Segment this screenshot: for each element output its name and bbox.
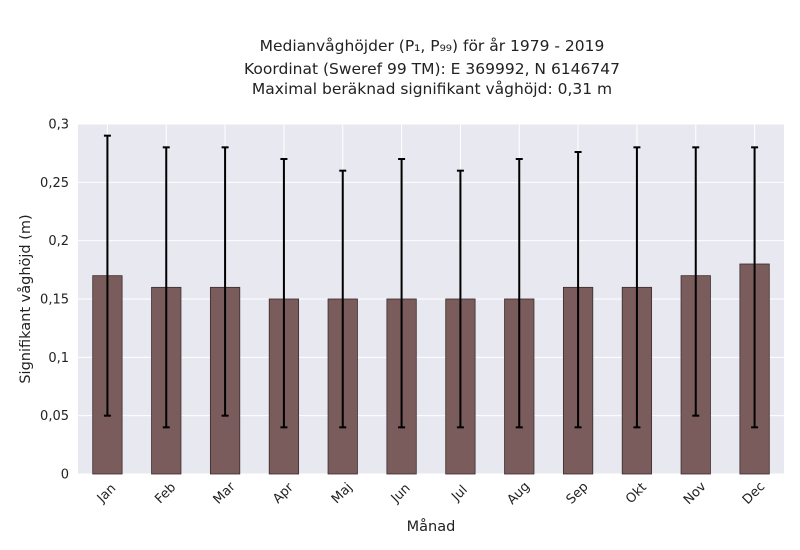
error-bar-okt	[633, 146, 641, 429]
chart-title-line-1: Medianvåghöjder (P₁, P₉₉) för år 1979 - …	[260, 37, 605, 55]
y-tick-label: 0,3	[48, 118, 69, 133]
x-tick-label: Jan	[94, 481, 119, 506]
error-bar-sep	[574, 151, 582, 429]
error-bar-jul	[456, 169, 464, 429]
error-bar-nov	[692, 146, 700, 417]
y-tick-label: 0,25	[40, 176, 69, 191]
x-axis-label: Månad	[407, 518, 456, 535]
y-tick-label: 0,05	[40, 409, 69, 424]
error-bar-dec	[751, 146, 759, 429]
x-tick-label: Feb	[152, 480, 179, 507]
error-bar-maj	[339, 169, 347, 429]
error-bars	[103, 134, 759, 429]
chart-title-line-2: Koordinat (Sweref 99 TM): E 369992, N 61…	[244, 60, 620, 78]
y-tick-label: 0	[61, 468, 69, 483]
y-tick-label: 0,1	[48, 351, 69, 366]
x-tick-label: Jul	[448, 483, 470, 505]
y-axis-ticks: 0 0,05 0,1 0,15 0,2 0,25 0,3	[40, 118, 69, 483]
x-tick-label: Okt	[623, 480, 650, 507]
error-bar-aug	[515, 158, 523, 429]
error-bar-mar	[221, 146, 229, 417]
x-tick-label: Maj	[329, 480, 356, 507]
y-tick-label: 0,15	[40, 293, 69, 308]
x-tick-label: Jun	[388, 481, 414, 507]
x-tick-label: Aug	[504, 479, 533, 508]
x-tick-label: Mar	[211, 479, 239, 507]
error-bar-feb	[162, 146, 170, 429]
chart-title-line-3: Maximal beräknad signifikant våghöjd: 0,…	[252, 80, 612, 98]
y-tick-label: 0,2	[48, 234, 69, 249]
x-tick-label: Apr	[270, 480, 297, 507]
x-tick-label: Sep	[564, 480, 592, 508]
y-axis-label: Signifikant våghöjd (m)	[17, 214, 34, 383]
chart-title: Medianvåghöjder (P₁, P₉₉) för år 1979 - …	[244, 37, 620, 98]
x-axis-ticks: Jan Feb Mar Apr Maj Jun Jul Aug Sep Okt Nov Dec	[94, 479, 768, 508]
x-tick-label: Dec	[740, 479, 768, 507]
x-tick-label: Nov	[681, 479, 710, 508]
error-bar-jan	[103, 134, 111, 417]
error-bar-jun	[398, 158, 406, 429]
error-bar-apr	[280, 158, 288, 429]
